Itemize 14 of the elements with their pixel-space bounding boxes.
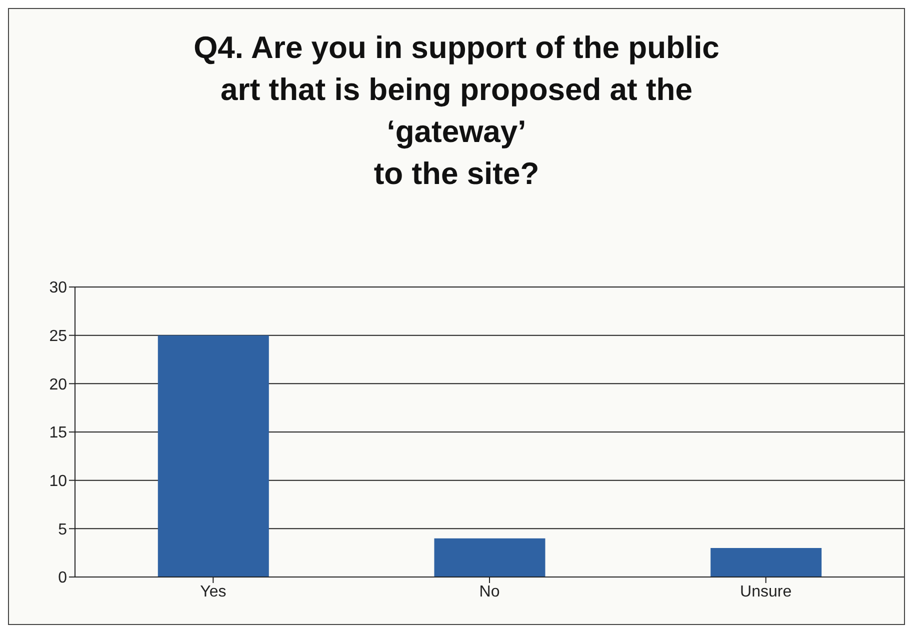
y-tick-label: 15 bbox=[49, 424, 68, 442]
y-tick-label: 20 bbox=[49, 376, 68, 394]
bar bbox=[158, 335, 269, 577]
x-tick-label: Unsure bbox=[740, 583, 792, 600]
y-tick-label: 10 bbox=[49, 473, 68, 490]
y-tick-label: 5 bbox=[58, 521, 68, 538]
x-tick-label: No bbox=[479, 583, 500, 600]
chart-title: Q4. Are you in support of the public art that is being proposed at the ‘gateway’ to the site? bbox=[192, 29, 720, 193]
y-tick-label: 30 bbox=[49, 280, 68, 297]
y-tick-label: 0 bbox=[58, 570, 68, 587]
y-tick-label: 25 bbox=[49, 328, 68, 346]
bar bbox=[434, 538, 546, 577]
bar bbox=[710, 548, 822, 577]
x-tick-label: Yes bbox=[200, 583, 226, 600]
